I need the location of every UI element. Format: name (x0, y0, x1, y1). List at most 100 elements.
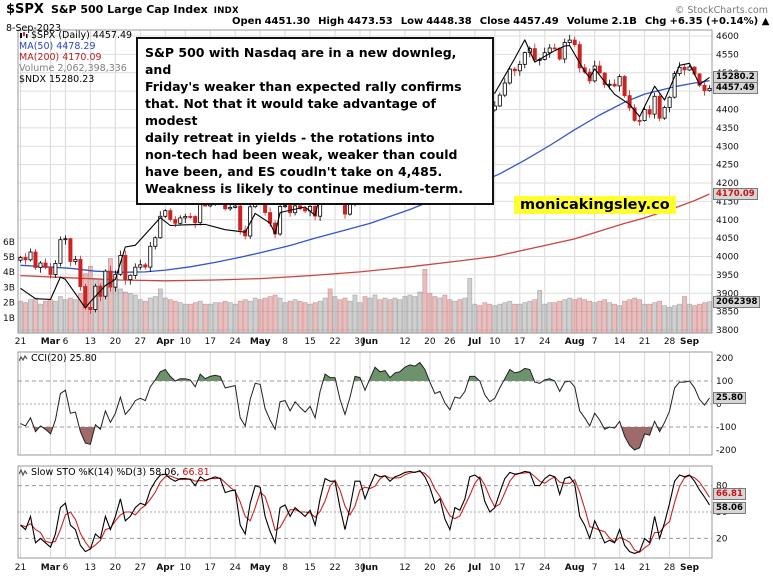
quote-date: 8-Sep-2023 (6, 23, 61, 34)
svg-text:28: 28 (664, 337, 676, 347)
stockcharts-copyright: © StockCharts.com (674, 5, 768, 16)
svg-text:26: 26 (444, 563, 456, 573)
ma50-line (20, 80, 710, 273)
svg-text:Aug: Aug (565, 337, 585, 347)
legend-ma50: MA(50) 4478.29 (19, 41, 96, 52)
svg-text:Apr: Apr (156, 337, 174, 347)
sto-axis-labels: 80 50 20 (716, 482, 728, 545)
svg-text:Sep: Sep (680, 563, 700, 573)
sto-panel-label: Slow STO %K(14) %D(3) 58.06, 66.81 (19, 467, 210, 478)
svg-text:12: 12 (399, 563, 410, 573)
svg-text:20: 20 (424, 563, 436, 573)
mini-line-chart-icon (19, 354, 28, 362)
ma200-line (20, 193, 710, 282)
svg-text:3950: 3950 (716, 271, 739, 281)
exchange-label: INDX (213, 6, 239, 16)
svg-text:Jun: Jun (361, 563, 378, 573)
svg-text:-200: -200 (716, 446, 737, 456)
chart-header: $SPX S&P 500 Large Cap Index INDX © Stoc… (6, 2, 768, 17)
candlestick-series (18, 34, 712, 314)
svg-text:Mar: Mar (41, 337, 61, 347)
svg-text:3B: 3B (3, 283, 15, 293)
svg-text:4050: 4050 (716, 234, 739, 244)
quote-close: Close 4457.49 (479, 16, 559, 27)
svg-text:20: 20 (110, 337, 122, 347)
svg-text:3900: 3900 (716, 289, 739, 299)
svg-text:14: 14 (614, 337, 626, 347)
price-axis-labels: 3800 3850 3900 3950 4000 4050 4100 4150 4200 4250… (716, 32, 739, 336)
svg-text:21: 21 (15, 563, 26, 573)
svg-text:20: 20 (110, 563, 122, 573)
symbol: $SPX (6, 2, 44, 17)
svg-text:4150: 4150 (716, 197, 739, 207)
svg-text:50: 50 (716, 508, 728, 518)
svg-text:21: 21 (15, 337, 26, 347)
quote-volume: Volume 2.1B (566, 16, 637, 27)
svg-text:May: May (250, 337, 271, 347)
sto-k-line (20, 469, 710, 554)
cci-panel-label: CCI(20) 25.80 (19, 353, 97, 364)
index-name: S&P 500 Large Cap Index (50, 3, 208, 16)
quote-open: Open 4451.30 (232, 16, 311, 27)
svg-text:13: 13 (85, 563, 96, 573)
svg-text:7: 7 (592, 563, 598, 573)
annotation-box: S&P 500 with Nasdaq are in a new downleg… (136, 37, 494, 205)
svg-text:14: 14 (614, 563, 626, 573)
svg-text:Jul: Jul (467, 563, 481, 573)
svg-text:200: 200 (716, 354, 733, 364)
watermark-monicakingsley: monicakingsley.co (514, 196, 676, 214)
svg-text:6: 6 (63, 563, 69, 573)
svg-text:-100: -100 (716, 423, 737, 433)
svg-text:May: May (250, 563, 271, 573)
mini-candlestick-icon (20, 32, 28, 38)
svg-text:10: 10 (180, 563, 192, 573)
legend-volume: Volume 2,062,398,336 (19, 63, 127, 74)
svg-text:24: 24 (539, 337, 551, 347)
svg-text:27: 27 (135, 563, 146, 573)
svg-text:Mar: Mar (41, 563, 61, 573)
svg-text:4400: 4400 (716, 106, 739, 116)
svg-text:4000: 4000 (716, 253, 739, 263)
svg-text:22: 22 (329, 337, 340, 347)
svg-text:17: 17 (514, 563, 525, 573)
svg-text:10: 10 (180, 337, 192, 347)
svg-text:5B: 5B (3, 253, 15, 263)
price-legend: $SPX (Daily) 4457.49 MA(50) 4478.29 MA(2… (19, 30, 132, 85)
svg-text:Sep: Sep (680, 337, 700, 347)
svg-text:Apr: Apr (156, 563, 174, 573)
svg-text:17: 17 (514, 337, 525, 347)
svg-text:Jul: Jul (467, 337, 481, 347)
svg-text:4B: 4B (3, 268, 15, 278)
svg-text:6: 6 (63, 337, 69, 347)
svg-text:17: 17 (204, 337, 215, 347)
mini-line-chart-icon (19, 468, 28, 477)
svg-text:80: 80 (716, 482, 728, 492)
cci-oversold-fill (20, 427, 710, 450)
svg-text:3850: 3850 (716, 308, 739, 318)
svg-text:4450: 4450 (716, 87, 739, 97)
legend-spx: $SPX (Daily) 4457.49 (19, 30, 132, 41)
legend-ndx: $NDX 15280.23 (19, 74, 95, 85)
svg-text:10: 10 (489, 563, 501, 573)
svg-text:21: 21 (639, 563, 650, 573)
legend-ma200: MA(200) 4170.09 (19, 52, 102, 63)
cci-axis-labels: 200 100 0 -100 -200 (716, 354, 737, 456)
svg-text:Aug: Aug (565, 563, 585, 573)
cci-overbought-fill (20, 362, 710, 381)
svg-text:17: 17 (204, 563, 215, 573)
svg-text:24: 24 (229, 337, 241, 347)
svg-text:12: 12 (399, 337, 410, 347)
svg-text:28: 28 (664, 563, 676, 573)
svg-text:26: 26 (444, 337, 456, 347)
svg-text:22: 22 (329, 563, 340, 573)
svg-text:30: 30 (354, 337, 366, 347)
svg-text:4600: 4600 (716, 32, 739, 42)
svg-text:15: 15 (304, 337, 315, 347)
sto-d-line (20, 470, 710, 553)
svg-text:8: 8 (282, 337, 288, 347)
quote-change: Chg +6.35 (+0.14%) ▲ (644, 16, 770, 27)
